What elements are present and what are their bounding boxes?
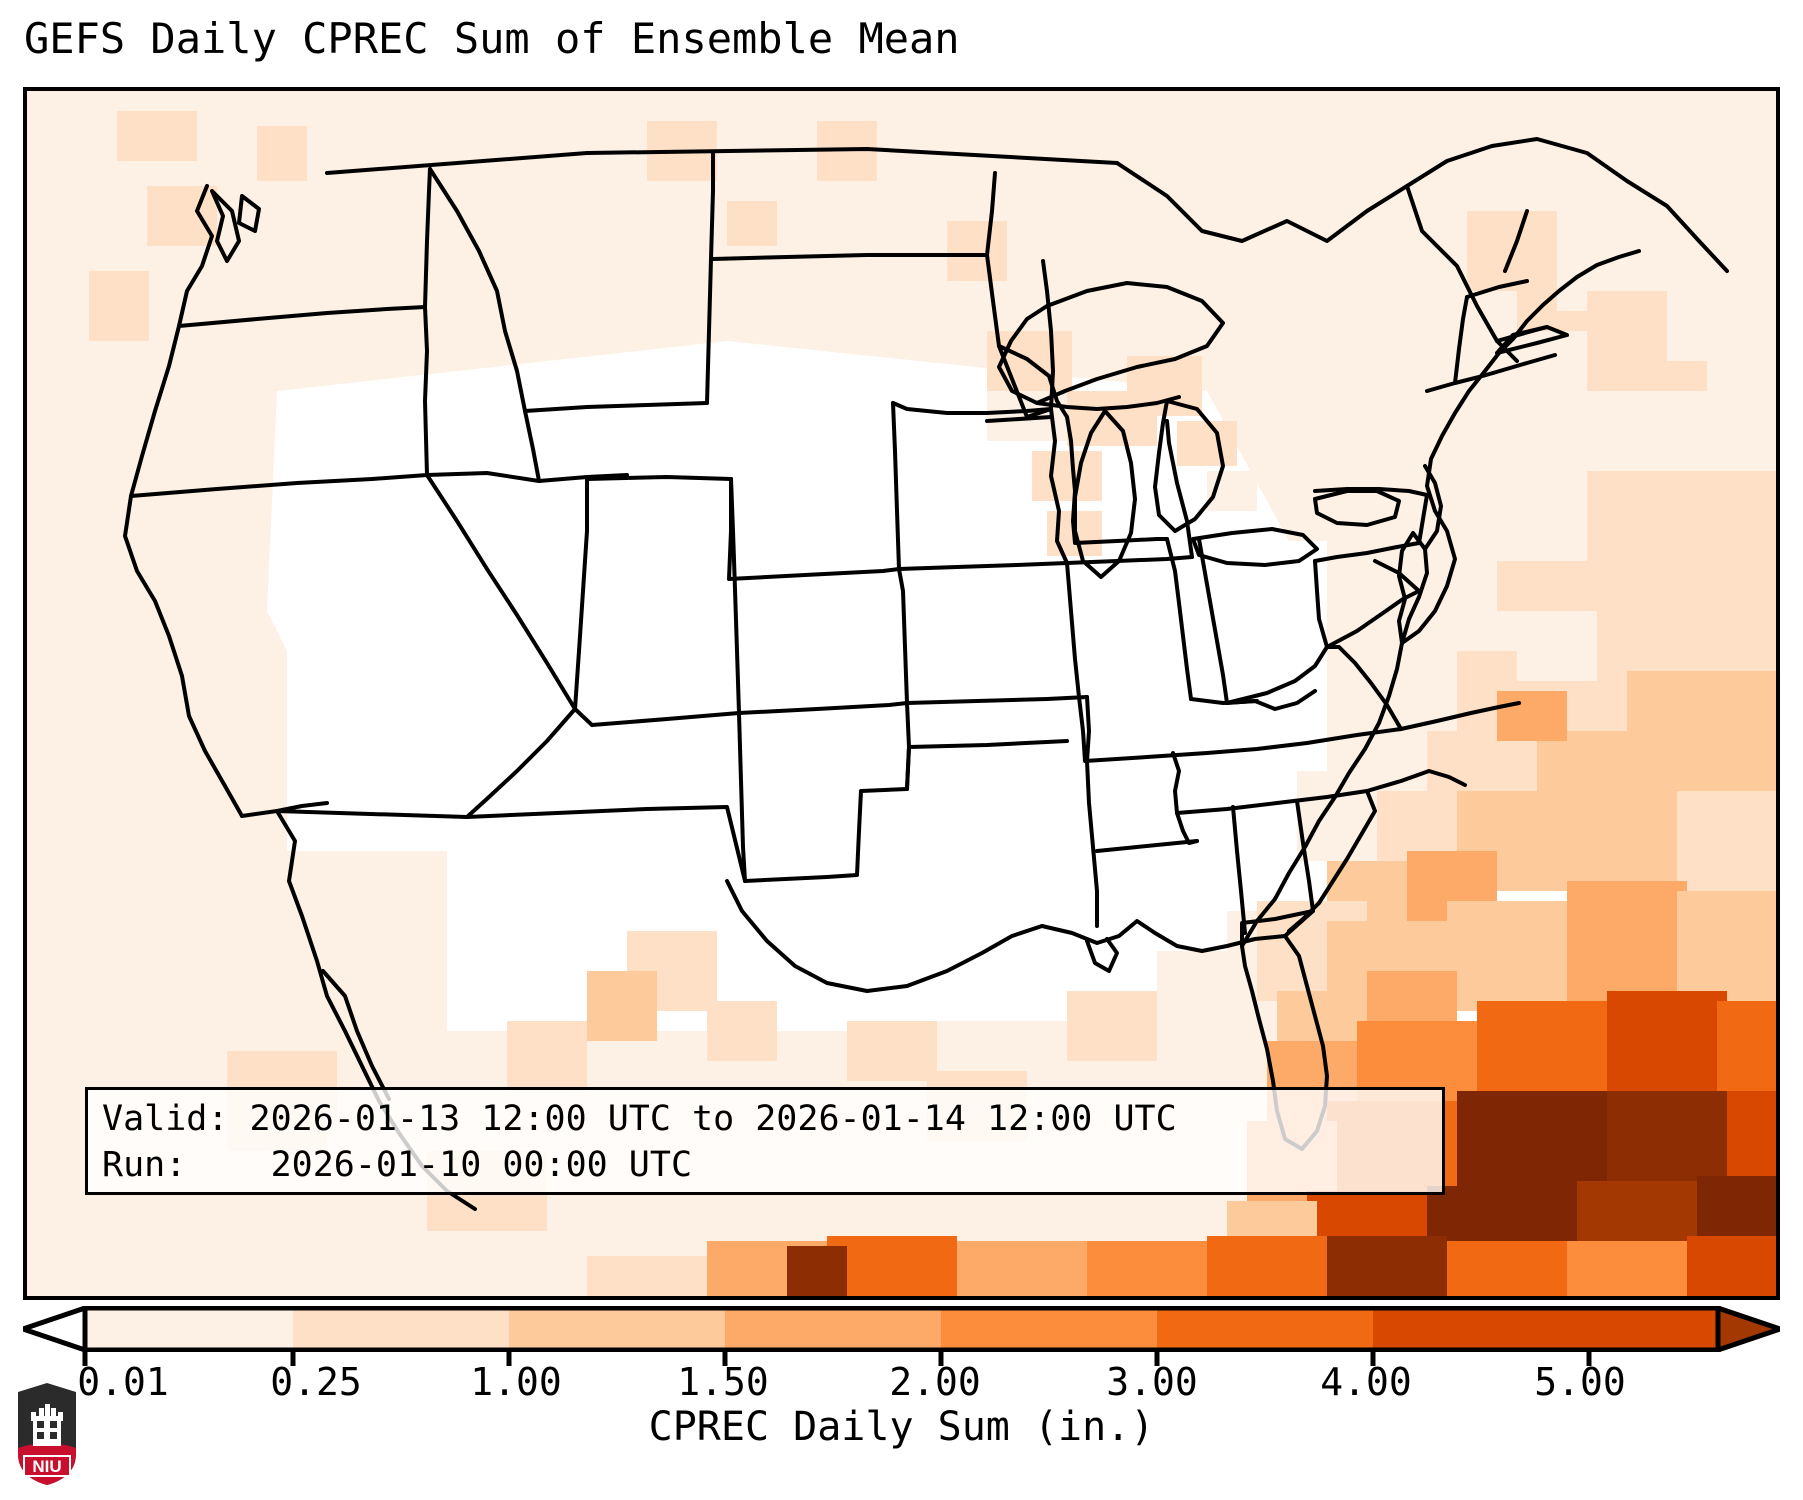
colorbar-tick-marks	[82, 1350, 1592, 1366]
political-boundaries-layer	[123, 137, 1729, 1211]
colorbar-tick-labels: 0.01 0.25 1.00 1.50 2.00 3.00 4.00 5.00	[0, 1348, 1803, 1404]
annotation-box: Valid: 2026-01-13 12:00 UTC to 2026-01-1…	[85, 1087, 1445, 1195]
precipitation-map	[27, 91, 1776, 1296]
niu-logo-text: NIU	[32, 1457, 61, 1476]
colorbar-swatches	[23, 1306, 1780, 1352]
cb-tick-7: 5.00	[1534, 1360, 1626, 1404]
cb-tick-4: 2.00	[889, 1360, 981, 1404]
run-time-line: Run: 2026-01-10 00:00 UTC	[102, 1145, 693, 1185]
colorbar-axis-label: CPREC Daily Sum (in.)	[648, 1404, 1155, 1450]
cb-tick-0: 0.01	[77, 1360, 169, 1404]
valid-time-line: Valid: 2026-01-13 12:00 UTC to 2026-01-1…	[102, 1099, 1177, 1139]
figure-title: GEFS Daily CPREC Sum of Ensemble Mean	[24, 14, 960, 63]
cb-tick-1: 0.25	[270, 1360, 362, 1404]
niu-logo: NIU	[18, 1383, 76, 1485]
cb-tick-5: 3.00	[1106, 1360, 1198, 1404]
cb-tick-3: 1.50	[677, 1360, 769, 1404]
cb-tick-6: 4.00	[1320, 1360, 1412, 1404]
map-plot-area: Valid: 2026-01-13 12:00 UTC to 2026-01-1…	[23, 87, 1780, 1300]
colorbar[interactable]	[23, 1306, 1780, 1352]
cb-tick-2: 1.00	[470, 1360, 562, 1404]
